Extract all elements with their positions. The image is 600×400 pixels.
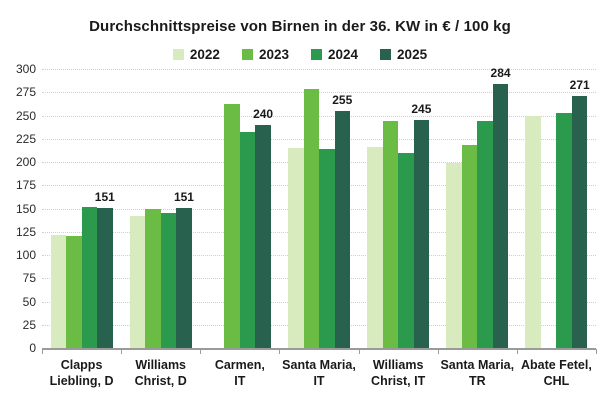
bar-2025-2: [255, 124, 271, 348]
bar-value-label-6: 271: [569, 77, 590, 92]
x-axis-category-label-line: Carmen,: [214, 358, 265, 372]
bar-2024-1: [160, 213, 177, 348]
x-axis-category-label-line: CHL: [543, 374, 570, 388]
bar-2025-5: [492, 83, 509, 348]
y-axis-tick-label-275: 275: [15, 85, 36, 100]
legend-item-2024: 2024: [311, 47, 358, 62]
gridline-250: [42, 115, 596, 117]
bar-2022-0: [50, 234, 67, 348]
x-axis-category-label-line: IT: [313, 374, 325, 388]
x-axis-category-label-line: Williams: [135, 358, 187, 372]
y-axis-tick-label-150: 150: [15, 201, 36, 216]
y-axis-tick-label-25: 25: [22, 317, 36, 332]
bar-value-label-2: 240: [253, 106, 274, 121]
gridline-275: [42, 92, 596, 94]
x-axis-tick-7: [596, 349, 597, 354]
y-axis-tick-label-100: 100: [15, 248, 36, 262]
chart-legend: 2022 2023 2024 2025: [0, 47, 600, 62]
x-axis-category-label-line: TR: [468, 374, 486, 388]
y-axis-tick-label-225: 225: [15, 131, 36, 146]
bar-2023-1: [145, 209, 161, 348]
bar-2023-2: [224, 104, 240, 348]
gridline-300: [42, 69, 596, 70]
bar-2023-0: [66, 236, 82, 348]
bar-value-label-3: 255: [332, 92, 353, 107]
bar-2023-5: [461, 145, 478, 348]
legend-label-2025: 2025: [397, 47, 428, 62]
bar-2025-1: [176, 207, 192, 348]
bar-2022-1: [129, 215, 146, 348]
x-axis-category-label-line: Christ, IT: [371, 374, 426, 388]
chart-title: Durchschnittspreise von Birnen in der 36…: [89, 18, 511, 35]
x-axis-category-label-6: Abate Fetel, CHL: [517, 357, 596, 389]
bar-2025-0: [97, 207, 113, 348]
x-axis-category-label-2: Carmen, IT: [200, 357, 279, 389]
bar-value-label-5: 284: [490, 65, 511, 80]
legend-item-2025: 2025: [380, 47, 427, 62]
y-axis-tick-label-200: 200: [15, 155, 36, 169]
legend-swatch-2025: [380, 49, 392, 60]
bar-2024-3: [319, 148, 335, 348]
x-axis-category-label-line: Clapps: [60, 358, 103, 372]
y-axis-tick-label-125: 125: [15, 224, 36, 239]
x-axis-line: [42, 348, 596, 350]
x-axis-category-label-line: Christ, D: [134, 374, 187, 388]
x-axis-category-label-line: Santa Maria,: [282, 358, 356, 372]
legend-label-2022: 2022: [189, 47, 220, 62]
bar-2025-3: [334, 110, 350, 348]
bar-2025-4: [413, 120, 430, 348]
bar-2023-4: [382, 121, 399, 348]
y-axis-tick-label-0: 0: [29, 341, 36, 355]
bar-2024-4: [398, 152, 414, 348]
bar-2024-5: [477, 121, 493, 348]
x-axis-tick-0: [42, 349, 43, 354]
x-axis-category-label-line: IT: [234, 374, 246, 388]
x-axis-tick-1: [121, 349, 123, 354]
legend-swatch-2024: [311, 49, 322, 60]
x-axis-category-label-0: Clapps Liebling, D: [42, 357, 121, 389]
gridline-225: [42, 138, 596, 140]
legend-item-2022: 2022: [172, 47, 220, 62]
y-axis-tick-label-50: 50: [22, 294, 36, 309]
x-axis-category-label-5: Santa Maria, TR: [438, 357, 517, 389]
bar-2022-6: [525, 115, 541, 348]
legend-item-2023: 2023: [241, 47, 289, 62]
legend-label-2023: 2023: [258, 47, 289, 62]
y-axis-tick-label-250: 250: [15, 108, 36, 123]
bar-2022-4: [367, 147, 383, 348]
x-axis-category-label-line: Williams: [372, 358, 424, 372]
bar-value-label-0: 151: [94, 189, 115, 204]
bar-2025-6: [571, 95, 588, 348]
legend-swatch-2022: [172, 49, 184, 60]
x-axis-category-label-line: Liebling, D: [49, 374, 114, 388]
bar-2024-6: [556, 112, 572, 348]
x-axis-tick-6: [516, 349, 518, 354]
x-axis-tick-2: [200, 349, 202, 354]
x-axis-category-label-1: Williams Christ, D: [121, 357, 200, 389]
x-axis-category-label-4: Williams Christ, IT: [359, 357, 438, 389]
bar-2024-2: [239, 132, 256, 348]
y-axis-tick-label-175: 175: [15, 178, 36, 193]
y-axis-tick-label-300: 300: [15, 62, 36, 76]
y-axis-tick-label-75: 75: [22, 271, 36, 286]
bar-2024-0: [81, 206, 98, 348]
bar-value-label-1: 151: [173, 189, 194, 204]
legend-swatch-2023: [241, 49, 253, 60]
bar-2023-3: [303, 89, 319, 348]
bar-2022-5: [446, 162, 462, 348]
x-axis-tick-3: [279, 349, 281, 354]
x-axis-category-label-line: Santa Maria,: [440, 358, 515, 372]
bar-2022-3: [288, 148, 304, 348]
x-axis-category-label-3: Santa Maria, IT: [279, 357, 358, 389]
x-axis-category-label-line: Abate Fetel,: [520, 358, 592, 372]
legend-label-2024: 2024: [328, 47, 359, 62]
bar-value-label-4: 245: [411, 102, 432, 117]
x-axis-tick-4: [358, 349, 360, 354]
x-axis-tick-5: [437, 349, 439, 354]
